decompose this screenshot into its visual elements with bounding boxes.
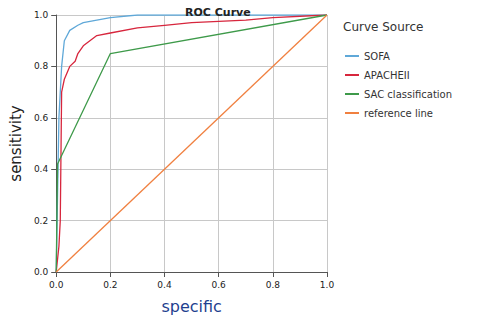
- svg-text:0.6: 0.6: [212, 280, 227, 290]
- svg-text:1.0: 1.0: [320, 280, 335, 290]
- svg-text:reference line: reference line: [364, 108, 433, 119]
- svg-text:0.0: 0.0: [34, 267, 49, 277]
- svg-text:APACHEII: APACHEII: [364, 70, 410, 81]
- svg-text:0.4: 0.4: [157, 280, 172, 290]
- svg-text:Curve Source: Curve Source: [343, 20, 423, 34]
- svg-text:ROC Curve: ROC Curve: [185, 6, 251, 19]
- svg-text:specific: specific: [161, 297, 221, 316]
- svg-text:0.8: 0.8: [34, 61, 49, 71]
- svg-text:0.6: 0.6: [34, 113, 49, 123]
- svg-text:1.0: 1.0: [34, 10, 49, 20]
- svg-text:0.0: 0.0: [49, 280, 64, 290]
- svg-text:SOFA: SOFA: [364, 51, 390, 62]
- svg-text:0.8: 0.8: [266, 280, 281, 290]
- svg-text:0.2: 0.2: [103, 280, 117, 290]
- svg-text:0.2: 0.2: [34, 216, 48, 226]
- svg-text:SAC classification: SAC classification: [364, 89, 452, 100]
- svg-text:sensitivity: sensitivity: [7, 105, 25, 182]
- svg-text:0.4: 0.4: [34, 164, 49, 174]
